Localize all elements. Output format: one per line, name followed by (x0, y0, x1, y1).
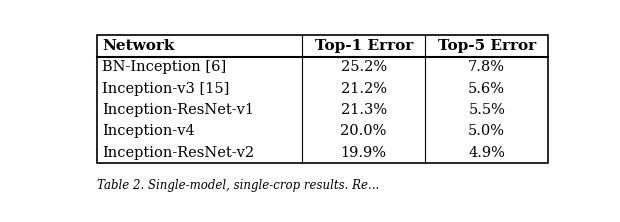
Text: Inception-ResNet-v1: Inception-ResNet-v1 (102, 103, 254, 117)
Text: 4.9%: 4.9% (468, 146, 505, 160)
Text: Top-5 Error: Top-5 Error (438, 39, 536, 53)
Text: Top-1 Error: Top-1 Error (314, 39, 413, 53)
Text: 5.0%: 5.0% (468, 124, 505, 138)
Text: Inception-ResNet-v2: Inception-ResNet-v2 (102, 146, 255, 160)
Text: Network: Network (102, 39, 175, 53)
Text: 7.8%: 7.8% (468, 60, 505, 74)
Text: 5.5%: 5.5% (468, 103, 505, 117)
Text: Inception-v3 [15]: Inception-v3 [15] (102, 82, 230, 96)
Text: 21.2%: 21.2% (340, 82, 387, 96)
Text: BN-Inception [6]: BN-Inception [6] (102, 60, 227, 74)
Text: Table 2. Single-model, single-crop results. Re...: Table 2. Single-model, single-crop resul… (97, 179, 379, 192)
Text: 25.2%: 25.2% (340, 60, 387, 74)
Text: 21.3%: 21.3% (340, 103, 387, 117)
Text: Inception-v4: Inception-v4 (102, 124, 195, 138)
Text: 5.6%: 5.6% (468, 82, 505, 96)
Text: 20.0%: 20.0% (340, 124, 387, 138)
Text: 19.9%: 19.9% (340, 146, 387, 160)
